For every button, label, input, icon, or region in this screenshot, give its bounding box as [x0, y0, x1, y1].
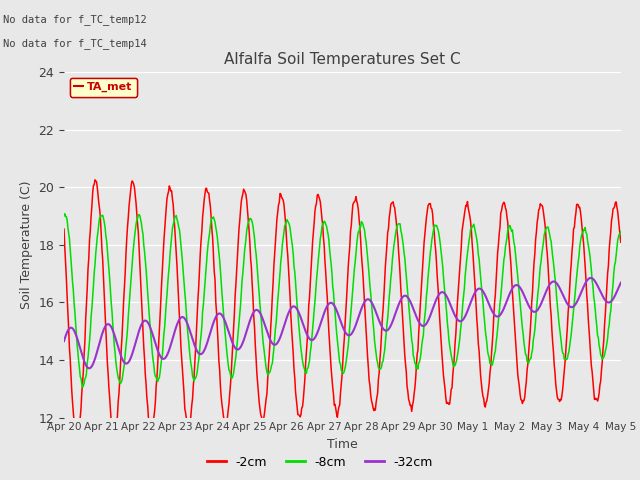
Y-axis label: Soil Temperature (C): Soil Temperature (C): [20, 180, 33, 309]
Text: No data for f_TC_temp12: No data for f_TC_temp12: [3, 14, 147, 25]
Title: Alfalfa Soil Temperatures Set C: Alfalfa Soil Temperatures Set C: [224, 52, 461, 67]
Legend: -2cm, -8cm, -32cm: -2cm, -8cm, -32cm: [202, 451, 438, 474]
X-axis label: Time: Time: [327, 438, 358, 451]
Text: No data for f_TC_temp14: No data for f_TC_temp14: [3, 38, 147, 49]
Legend: TA_met: TA_met: [70, 78, 137, 96]
